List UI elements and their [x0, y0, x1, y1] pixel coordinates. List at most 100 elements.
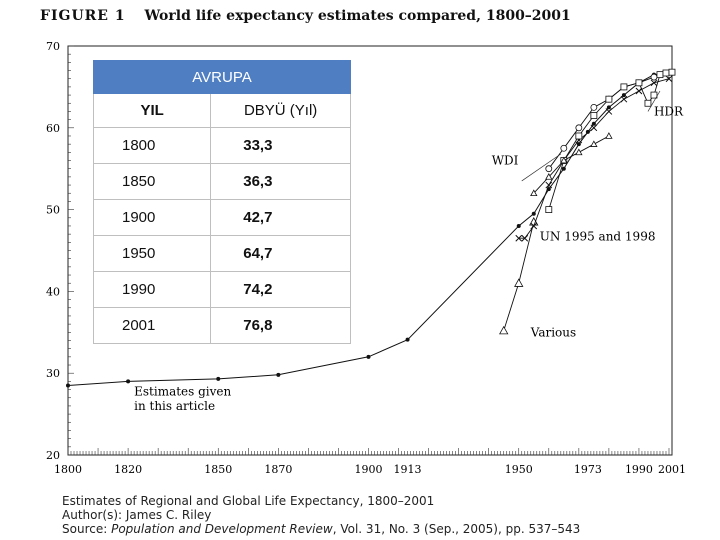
table-header-avrupa: AVRUPA [93, 60, 351, 94]
annotation-label: Various [530, 325, 576, 339]
caption-source-prefix: Source: [62, 522, 112, 536]
point-x [590, 124, 598, 132]
point-triangle [499, 325, 509, 335]
point-square [575, 132, 583, 140]
point-estimate [621, 93, 626, 98]
figure-label: FIGURE 1 [40, 8, 126, 24]
figure-title: FIGURE 1 World life expectancy estimates… [40, 8, 571, 24]
point-estimate [405, 337, 410, 342]
annotation-label: HDR [654, 105, 684, 119]
point-square [545, 206, 553, 214]
row-value: 76,8 [210, 307, 351, 344]
point-square [644, 99, 652, 107]
point-triangle [514, 278, 524, 287]
column-header-year: YIL [92, 93, 212, 128]
series-line [67, 71, 673, 386]
point-x [605, 108, 613, 115]
point-estimate [516, 223, 521, 228]
caption-title: Estimates of Regional and Global Life Ex… [62, 494, 435, 508]
caption-author: Author(s): James C. Riley [62, 508, 212, 522]
y-tick-label: 50 [46, 204, 60, 217]
row-year: 1850 [92, 163, 212, 200]
point-triangle [575, 148, 583, 156]
point-x [530, 222, 538, 230]
table-row: 1990 74,2 [92, 271, 351, 308]
caption-source: Source: Population and Development Revie… [62, 522, 580, 536]
x-tick-label: 2001 [658, 463, 686, 476]
x-tick-label: 1900 [354, 463, 382, 476]
row-year: 1950 [92, 235, 212, 272]
point-triangle [545, 173, 553, 180]
point-square [662, 69, 670, 77]
point-x [635, 87, 643, 95]
point-x [515, 234, 523, 242]
point-x [521, 234, 529, 242]
point-estimate [276, 372, 281, 377]
x-tick-label: 1870 [264, 463, 292, 476]
point-square [656, 71, 664, 79]
x-tick-label: 1800 [54, 463, 82, 476]
point-estimate [366, 354, 371, 359]
x-tick-label: 1973 [574, 463, 602, 476]
point-estimate [216, 376, 221, 381]
point-square [590, 112, 598, 119]
row-value: 33,3 [210, 127, 351, 164]
table-row: 2001 76,8 [92, 307, 351, 344]
point-square [635, 79, 643, 87]
point-estimate [606, 105, 611, 110]
y-tick-label: 40 [46, 285, 60, 298]
row-value: 36,3 [210, 163, 351, 200]
point-x [650, 79, 658, 87]
point-estimate [66, 383, 70, 388]
point-circle [575, 124, 583, 132]
point-estimate [561, 166, 566, 171]
row-value: 74,2 [210, 271, 351, 308]
europe-life-expectancy-table: AVRUPA YIL DBYÜ (Yıl) 1800 33,3 1850 36,… [92, 60, 351, 344]
chart-series [66, 68, 676, 388]
y-tick-label: 30 [46, 367, 60, 380]
point-circle [545, 165, 553, 173]
caption-journal: Population and Development Review [111, 522, 333, 536]
figure-heading: World life expectancy estimates compared… [144, 8, 571, 24]
annotation-label: in this article [134, 399, 215, 413]
point-square [668, 68, 676, 76]
leader-wdi [521, 153, 562, 182]
table-row: 1900 42,7 [92, 199, 351, 236]
caption-source-details: , Vol. 31, No. 3 (Sep., 2005), pp. 537–5… [332, 522, 581, 536]
y-tick-label: 60 [46, 122, 60, 135]
table-row: 1850 36,3 [92, 163, 351, 200]
x-tick-label: 1913 [394, 463, 422, 476]
y-tick-label: 70 [46, 40, 60, 53]
point-x [620, 95, 628, 103]
chart-annotations: HDR WDI UN 1995 and 1998 Various Estimates g… [134, 90, 684, 413]
table-row: 1800 33,3 [92, 127, 351, 164]
row-year: 1800 [92, 127, 212, 164]
x-tick-label: 1820 [114, 463, 142, 476]
point-estimate [591, 121, 596, 126]
x-tick-label: 1990 [625, 463, 653, 476]
point-triangle [530, 189, 538, 197]
row-value: 42,7 [210, 199, 351, 236]
point-circle [590, 103, 598, 111]
row-year: 2001 [92, 307, 212, 344]
x-tick-label: 1850 [204, 463, 232, 476]
point-estimate [126, 379, 131, 384]
point-estimate [531, 211, 536, 216]
point-circle [650, 73, 658, 81]
point-triangle [560, 156, 568, 164]
point-square [605, 95, 613, 103]
point-estimate [576, 142, 581, 147]
row-value: 64,7 [210, 235, 351, 272]
series-line [548, 74, 670, 169]
annotation-label: Estimates given [134, 384, 231, 398]
point-estimate [585, 129, 590, 134]
chart-axes: 20 30 40 50 60 70 1800 1820 1850 1870 1900 1913 1950… [46, 40, 686, 476]
point-square [650, 91, 658, 99]
annotation-label: UN 1995 and 1998 [540, 230, 656, 244]
point-triangle [605, 132, 613, 139]
row-year: 1900 [92, 199, 212, 236]
point-square [620, 83, 628, 91]
row-year: 1990 [92, 271, 212, 308]
point-triangle [590, 140, 598, 147]
